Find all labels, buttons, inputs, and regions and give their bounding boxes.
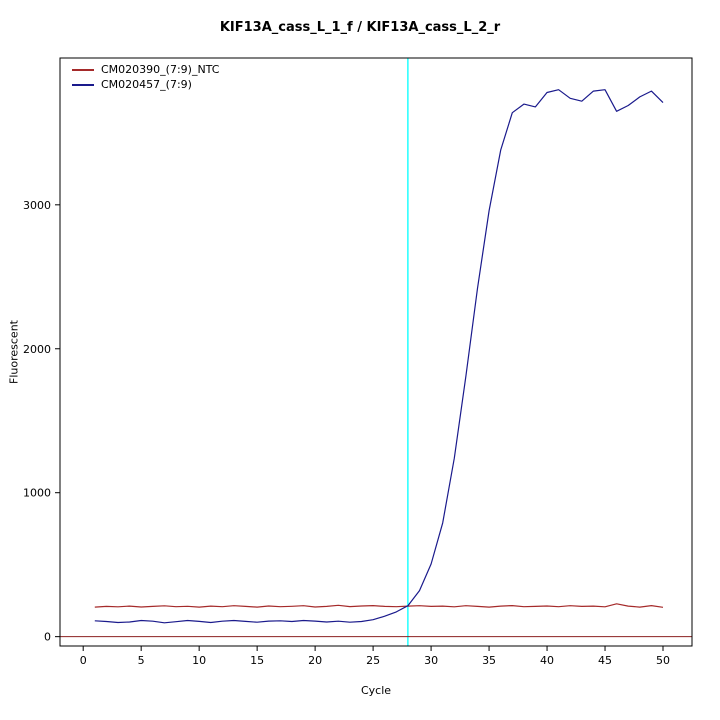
x-tick-label: 15: [250, 654, 264, 667]
y-tick-label: 0: [44, 631, 51, 644]
plot-frame: [59, 57, 693, 647]
legend-item-ntc: CM020390_(7:9)_NTC: [72, 62, 219, 77]
legend-item-sample: CM020457_(7:9): [72, 77, 219, 92]
x-tick-label: 50: [656, 654, 670, 667]
x-tick-label: 0: [80, 654, 87, 667]
x-tick-label: 40: [540, 654, 554, 667]
chart-title: KIF13A_cass_L_1_f / KIF13A_cass_L_2_r: [219, 20, 501, 35]
x-tick-label: 30: [424, 654, 438, 667]
legend: CM020390_(7:9)_NTC CM020457_(7:9): [72, 62, 219, 92]
legend-label-ntc: CM020390_(7:9)_NTC: [101, 63, 220, 76]
legend-label-sample: CM020457_(7:9): [101, 78, 192, 91]
legend-line-swatch-sample: [72, 83, 94, 86]
x-tick-label: 25: [366, 654, 380, 667]
y-tick-label: 1000: [23, 487, 51, 500]
x-tick-label: 10: [192, 654, 206, 667]
x-tick-label: 45: [598, 654, 612, 667]
series-line-1: [94, 89, 664, 624]
y-tick-label: 2000: [23, 343, 51, 356]
x-axis-label: Cycle: [360, 684, 392, 697]
legend-line-swatch-ntc: [72, 68, 94, 71]
series-line-0: [94, 603, 664, 608]
x-tick-label: 5: [138, 654, 145, 667]
y-axis-label: Fluorescent: [7, 320, 21, 384]
x-tick-label: 35: [482, 654, 496, 667]
x-tick-label: 20: [308, 654, 322, 667]
y-tick-label: 3000: [23, 199, 51, 212]
